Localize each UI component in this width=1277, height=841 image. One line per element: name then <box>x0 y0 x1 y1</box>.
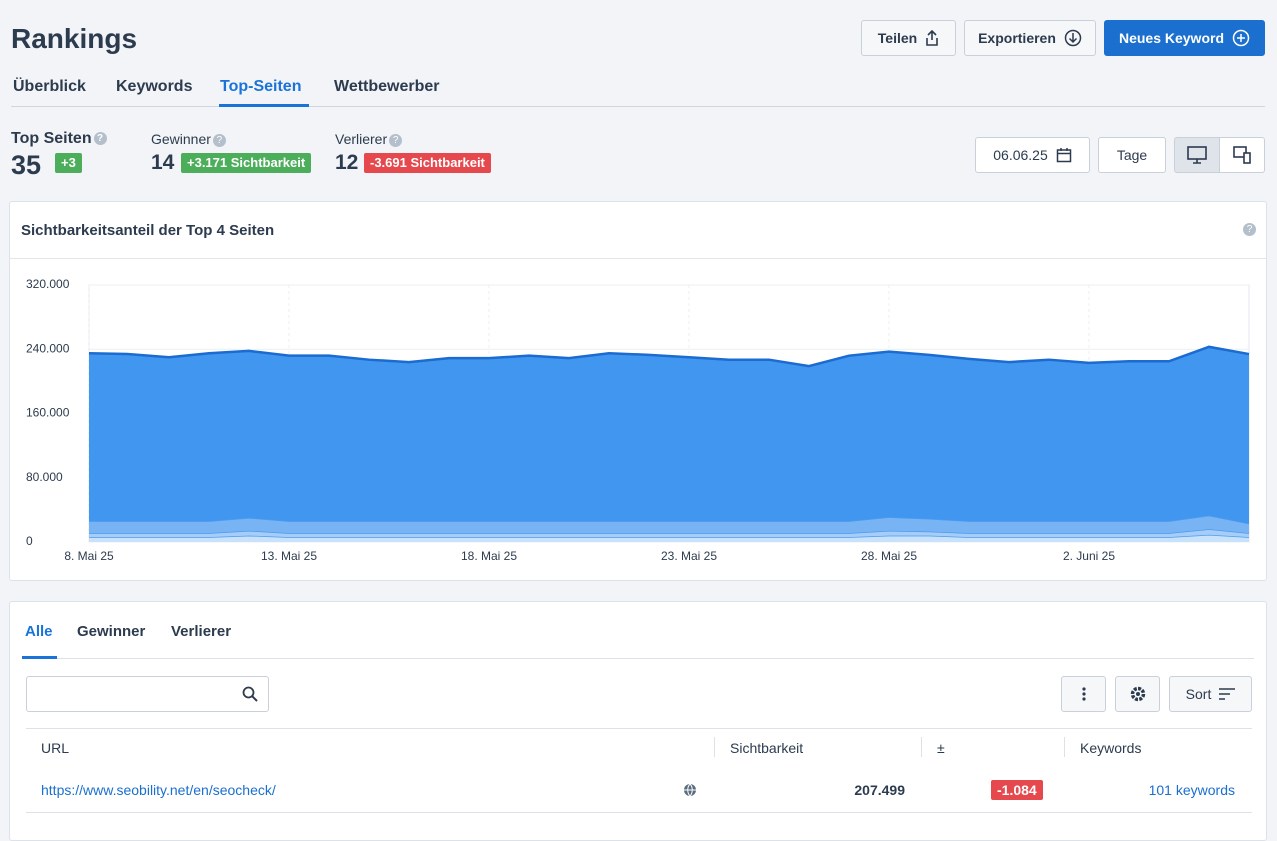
search-input[interactable] <box>26 676 269 712</box>
mobile-toggle[interactable] <box>1219 137 1265 173</box>
stat-label: Top Seiten? <box>11 130 107 148</box>
tab[interactable]: Überblick <box>13 78 86 95</box>
stat-badge: +3 <box>55 153 82 173</box>
tab[interactable]: Keywords <box>116 78 193 95</box>
y-tick-label: 240.000 <box>26 341 70 355</box>
y-tick-label: 0 <box>26 534 33 548</box>
icon <box>926 30 939 46</box>
icon <box>1056 148 1071 163</box>
column-separator <box>1064 737 1065 757</box>
column-header[interactable]: ± <box>937 740 945 756</box>
page: Rankings Teilen Exportieren Neues Keywor… <box>9 20 1267 841</box>
area <box>89 515 1249 534</box>
area-line <box>88 345 1250 368</box>
stat-value: 12 <box>335 151 359 174</box>
keywords-link[interactable]: 101 keywords <box>1148 782 1235 798</box>
export-button[interactable]: Exportieren <box>964 20 1096 56</box>
tab-indicator <box>22 656 57 659</box>
column-header[interactable]: URL <box>41 740 70 756</box>
column-header[interactable]: Sichtbarkeit <box>730 740 804 756</box>
date-picker[interactable]: 06.06.25 <box>975 137 1090 173</box>
y-tick-label: 320.000 <box>26 277 70 291</box>
x-tick-label: 28. Mai 25 <box>861 549 917 563</box>
label: Sort <box>1185 686 1212 702</box>
period-select[interactable]: Tage <box>1098 137 1166 173</box>
tab[interactable]: Verlierer <box>171 623 232 640</box>
chart: 0 80.000 160.000 240.000 320.000 8. Mai 25 13.… <box>26 277 1250 563</box>
help-icon: ? <box>389 133 403 147</box>
text: Top Seiten <box>11 130 92 147</box>
stat-value: 14 <box>151 151 175 174</box>
area <box>89 534 1249 542</box>
stat-label: Gewinner? <box>151 131 226 147</box>
column-separator <box>714 737 715 757</box>
sort-button[interactable]: Sort <box>1169 676 1252 712</box>
tab[interactable]: Gewinner <box>77 623 146 640</box>
area-line <box>89 528 1250 534</box>
divider <box>26 728 1252 729</box>
y-tick-label: 80.000 <box>26 470 63 484</box>
visibility-value: 207.499 <box>854 782 905 798</box>
divider <box>26 812 1252 813</box>
stat-label: Verlierer? <box>335 131 403 147</box>
help-icon: ? <box>212 133 226 147</box>
icon <box>1187 146 1207 164</box>
column-header[interactable]: Keywords <box>1080 740 1142 756</box>
text: Gewinner <box>151 131 211 147</box>
x-tick-label: 23. Mai 25 <box>661 549 717 563</box>
icon <box>1081 687 1086 701</box>
label: Neues Keyword <box>1118 30 1225 46</box>
help-icon: ? <box>93 132 107 146</box>
tab-indicator <box>219 104 309 107</box>
y-tick-label: 160.000 <box>26 406 70 420</box>
column-separator <box>921 737 922 757</box>
x-tick-label: 13. Mai 25 <box>261 549 317 563</box>
x-tick-label: 18. Mai 25 <box>461 549 517 563</box>
tab-active[interactable]: Top-Seiten <box>220 78 302 95</box>
help-icon: ? <box>1243 223 1256 236</box>
x-tick-label: 2. Juni 25 <box>1063 549 1115 563</box>
stat-value: 35 <box>11 150 42 180</box>
divider <box>22 658 1254 659</box>
area <box>89 346 1249 524</box>
share-button[interactable]: Teilen <box>861 20 956 56</box>
new-keyword-button[interactable]: Neues Keyword <box>1104 20 1265 56</box>
more-button[interactable] <box>1061 676 1106 712</box>
icon <box>1232 29 1250 47</box>
text: Verlierer <box>335 131 388 147</box>
stat-badge: -3.691 Sichtbarkeit <box>364 153 491 173</box>
tab[interactable]: Wettbewerber <box>334 78 440 95</box>
icon <box>1130 686 1145 702</box>
icon <box>1219 688 1236 700</box>
icon <box>242 686 258 702</box>
divider <box>10 258 1266 259</box>
chart-title: Sichtbarkeitsanteil der Top 4 Seiten <box>21 222 275 239</box>
chart-card: Sichtbarkeitsanteil der Top 4 Seiten ? 0… <box>9 201 1267 581</box>
table-card: Alle Gewinner Verlierer Sort URL Sichtba… <box>9 601 1267 841</box>
change-badge: -1.084 <box>991 780 1043 800</box>
globe-icon[interactable] <box>683 783 697 797</box>
stat-badge: +3.171 Sichtbarkeit <box>181 153 312 173</box>
url-link[interactable]: https://www.seobility.net/en/seocheck/ <box>41 782 276 798</box>
page-title: Rankings <box>11 23 138 54</box>
x-tick-label: 8. Mai 25 <box>64 549 114 563</box>
label: 06.06.25 <box>993 147 1048 163</box>
icon <box>1064 29 1082 47</box>
icon <box>1233 146 1251 164</box>
tab-active[interactable]: Alle <box>25 623 53 640</box>
desktop-toggle[interactable] <box>1174 137 1220 173</box>
label: Exportieren <box>978 30 1056 46</box>
label: Teilen <box>877 30 918 46</box>
settings-button[interactable] <box>1115 676 1160 712</box>
area-line <box>89 514 1250 525</box>
divider <box>11 106 1265 107</box>
